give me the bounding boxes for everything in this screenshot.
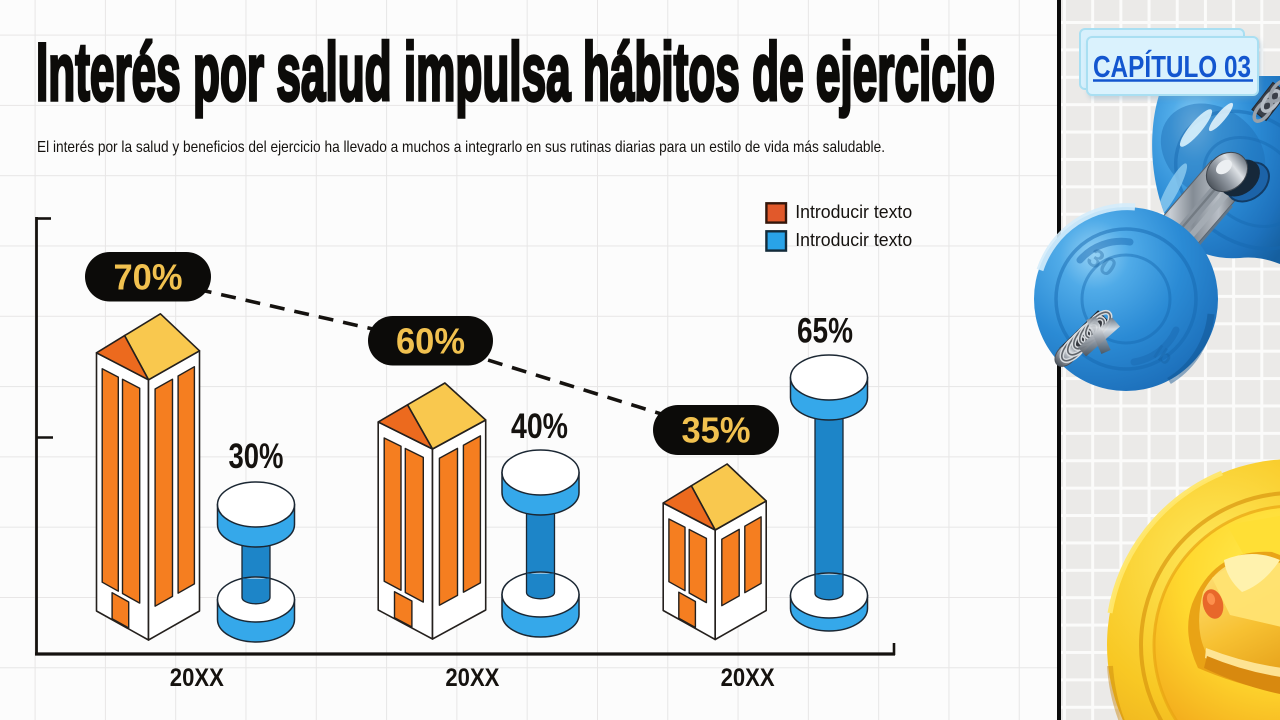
svg-text:Interés por salud impulsa hábi: Interés por salud impulsa hábitos de eje… bbox=[36, 27, 995, 118]
svg-text:35%: 35% bbox=[682, 410, 751, 451]
svg-text:65%: 65% bbox=[797, 312, 853, 351]
svg-text:20XX: 20XX bbox=[721, 664, 775, 692]
svg-text:20XX: 20XX bbox=[170, 664, 224, 692]
svg-text:CAPÍTULO 03: CAPÍTULO 03 bbox=[1093, 49, 1251, 84]
svg-text:40%: 40% bbox=[511, 407, 568, 446]
svg-text:Introducir texto: Introducir texto bbox=[795, 201, 912, 222]
svg-text:Introducir texto: Introducir texto bbox=[795, 229, 912, 250]
svg-text:El interés por la salud y bene: El interés por la salud y beneficios del… bbox=[37, 139, 885, 156]
svg-text:70%: 70% bbox=[114, 257, 183, 298]
svg-text:30%: 30% bbox=[229, 437, 284, 476]
svg-text:60%: 60% bbox=[396, 321, 465, 362]
svg-text:20XX: 20XX bbox=[445, 664, 499, 692]
